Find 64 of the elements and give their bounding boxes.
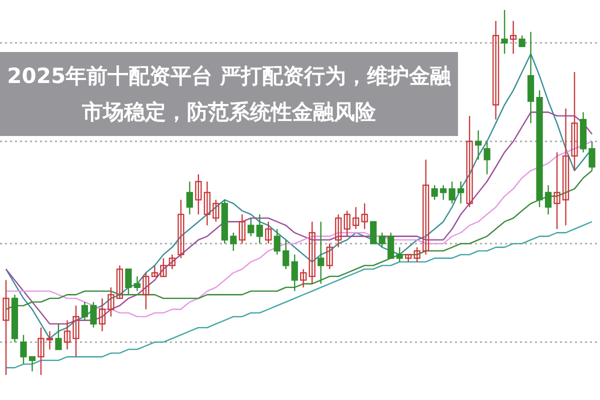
candlestick [396, 246, 403, 262]
candlestick [265, 221, 272, 244]
candlestick [352, 206, 360, 230]
candlestick [370, 221, 377, 244]
candlestick [142, 272, 150, 310]
candlestick [326, 243, 333, 270]
candlestick [2, 280, 10, 376]
candlestick [81, 301, 88, 321]
candlestick [448, 180, 456, 204]
candlestick [38, 326, 44, 376]
candlestick [562, 108, 570, 226]
candlestick [151, 264, 158, 278]
candlestick [72, 305, 80, 358]
candlestick [431, 184, 438, 200]
candlestick [116, 264, 124, 299]
candlestick [510, 20, 517, 54]
candlestick [108, 286, 114, 318]
candlestick [125, 268, 132, 296]
candlestick [20, 334, 27, 365]
candlestick [571, 71, 578, 172]
candlestick [554, 152, 560, 230]
candlestick [98, 298, 106, 332]
candlestick [388, 232, 394, 259]
candlestick [544, 184, 552, 215]
candlestick [282, 239, 290, 270]
candlestick [518, 34, 526, 48]
candlestick [178, 199, 184, 259]
candlestick [378, 232, 386, 248]
candlestick [492, 20, 500, 120]
candlestick [440, 184, 447, 200]
candlestick [414, 246, 420, 262]
candlestick [474, 130, 482, 160]
candlestick [291, 254, 298, 292]
candlestick [248, 217, 254, 237]
candlestick [28, 356, 36, 372]
candlestick [405, 254, 412, 262]
candlestick [90, 301, 97, 328]
candlestick [308, 221, 316, 284]
candlestick [212, 199, 220, 222]
candlestick [64, 320, 71, 350]
candlestick [588, 140, 596, 172]
candlestick [484, 140, 490, 175]
candlestick [466, 115, 473, 208]
candlestick [361, 202, 368, 230]
candlestick [204, 180, 210, 226]
candlestick [274, 228, 280, 256]
candlestick [238, 214, 246, 244]
candlestick [134, 276, 141, 292]
candlestick [422, 159, 430, 256]
candlestick [318, 221, 324, 284]
candlestick [168, 254, 176, 270]
candlestick [501, 9, 508, 54]
candlestick [256, 214, 263, 244]
candlestick [457, 180, 464, 204]
candlestick [344, 210, 350, 237]
candlestick [55, 323, 62, 350]
title-banner: 2025年前十配资平台 严打配资行为，维护金融市场稳定，防范系统性金融风险 [0, 52, 458, 136]
candlestick [46, 330, 54, 350]
candlestick [300, 268, 307, 288]
candlestick [160, 258, 167, 278]
candlestick [195, 174, 202, 215]
candlestick [230, 232, 237, 252]
candlestick [186, 180, 193, 215]
candlestick [335, 214, 342, 248]
